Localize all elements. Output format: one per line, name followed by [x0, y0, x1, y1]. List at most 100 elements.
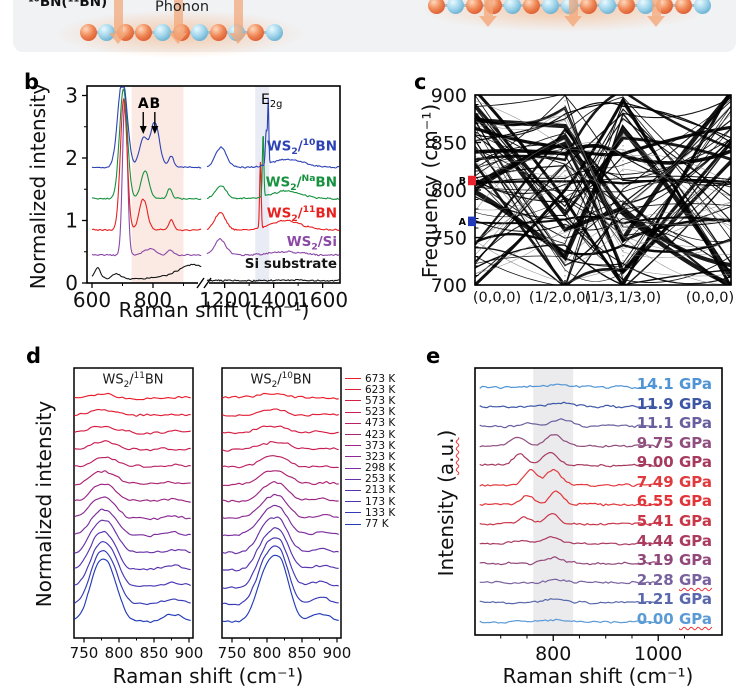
b-series-label: WS2/10BN [266, 137, 337, 158]
c-phonon-band [475, 161, 731, 264]
e-pressure-label: 4.44 GPa [556, 532, 712, 550]
nitrogen-atom [265, 23, 283, 41]
c-phonon-band [475, 133, 731, 240]
boron-atom [579, 0, 597, 14]
c-phonon-band [475, 217, 731, 232]
c-phonon-band [475, 105, 731, 275]
c-phonon-band [475, 106, 731, 271]
nitrogen-atom [693, 0, 711, 14]
phonon-arrow-head [109, 33, 127, 44]
d-legend-line [345, 523, 361, 525]
e-x-tick-label: 800 [535, 643, 571, 665]
d-spectrum-curve [74, 408, 191, 417]
e-x-axis-title: Raman shift (cm⁻¹) [502, 664, 694, 688]
boron-atom [674, 0, 692, 14]
e-pressure-value: 1.21 [636, 590, 679, 609]
c-phonon-band [475, 232, 731, 256]
d-legend-line [345, 489, 361, 491]
c-phonon-band [475, 168, 731, 274]
b-annotation-arrowhead [139, 126, 147, 134]
d-x-tick-label: 850 [140, 644, 169, 662]
c-phonon-band [475, 179, 731, 225]
c-phonon-band [475, 188, 731, 271]
d-spectrum-curve [222, 554, 339, 623]
d-spectrum-curve [74, 530, 191, 571]
boron-atom [209, 23, 227, 41]
c-phonon-band [475, 163, 731, 285]
c-phonon-band [475, 97, 731, 179]
nitrogen-atom [153, 23, 171, 41]
b-e2g-annotation: E2g [261, 92, 282, 110]
phonon-arrow-head [169, 33, 187, 44]
d-legend-label: 133 K [365, 506, 396, 519]
b-series-label: Si substrate [244, 256, 337, 272]
c-phonon-band [475, 244, 731, 285]
e-pressure-value: 6.55 [636, 492, 679, 511]
d-spectrum-curve [221, 516, 339, 555]
d-spectrum-curve [222, 537, 339, 589]
d-spectrum-curve [74, 470, 191, 486]
d-x-tick-label: 800 [253, 644, 282, 662]
d-legend-label: 673 K [365, 372, 396, 385]
b-spectrum-curve [91, 97, 202, 232]
e-pressure-value: 7.49 [636, 472, 679, 491]
e-pressure-label: 6.55 GPa [556, 492, 712, 510]
e-pressure-label: 0.00 GPa [556, 610, 712, 628]
c-kpoint-label: (0,0,0) [473, 290, 521, 306]
b-y-axis-title: Normalized intensity [26, 82, 50, 290]
d-legend-line [345, 389, 361, 391]
c-phonon-band [475, 107, 731, 249]
phonon-arrow [483, 0, 493, 16]
e-pressure-value: 11.9 [636, 394, 679, 413]
d-y-axis-title: Normalized intensity [32, 400, 56, 608]
phonon-arrow-head [479, 16, 497, 27]
c-phonon-band [475, 179, 731, 193]
e-pressure-label: 5.41 GPa [556, 512, 712, 530]
d-spectrum-curve [74, 541, 192, 587]
d-legend-row: 423 K [345, 429, 395, 441]
boron-atom [246, 23, 264, 41]
e-pressure-unit: GPa [678, 570, 712, 589]
c-phonon-band [475, 98, 731, 169]
c-phonon-band [475, 143, 731, 165]
d-spectrum-curve [74, 392, 191, 401]
b-series-label: WS2/NaBN [265, 173, 337, 194]
d-spectrum-curve [74, 425, 191, 435]
c-mode-marker-label: A [459, 217, 467, 228]
boron-atom [427, 0, 445, 14]
c-phonon-band [475, 169, 731, 185]
c-phonon-band [475, 95, 731, 244]
d-legend-line [345, 422, 361, 424]
c-phonon-band [475, 145, 731, 272]
c-phonon-band [475, 138, 731, 175]
c-phonon-band [475, 95, 731, 162]
b-annotation-arrowhead [151, 126, 159, 134]
e-pressure-unit: GPa [678, 609, 712, 628]
phonon-arrow [113, 0, 123, 33]
c-phonon-band [475, 127, 731, 282]
e-pressure-label: 2.28 GPa [556, 571, 712, 589]
c-phonon-band [475, 125, 731, 265]
c-phonon-band [475, 146, 731, 265]
d-spectrum-curve [74, 440, 191, 452]
boron-atom [79, 23, 97, 41]
c-phonon-band [475, 119, 731, 285]
panel-b-letter: b [24, 70, 40, 94]
c-phonon-band [475, 96, 731, 285]
c-phonon-band [475, 178, 731, 185]
c-phonon-band [475, 118, 731, 285]
e-pressure-value: 5.41 [636, 512, 679, 531]
d-spectrum-curve [74, 496, 191, 521]
b-spectrum-curve [91, 98, 202, 257]
nitrogen-atom [541, 0, 559, 14]
b-axis-break-mark [203, 277, 212, 289]
b-series-label: WS2/11BN [266, 204, 337, 225]
e-y-axis-title-prefix: Intensity ( [434, 475, 458, 577]
c-phonon-band [475, 95, 731, 283]
phonon-arrow-head [229, 33, 247, 44]
d-spectrum-curve [222, 455, 339, 469]
e-pressure-label: 9.00 GPa [556, 453, 712, 471]
d-legend-label: 623 K [365, 383, 396, 396]
d-x-axis-title: Raman shift (cm⁻¹) [112, 664, 304, 688]
c-phonon-band [475, 142, 731, 186]
